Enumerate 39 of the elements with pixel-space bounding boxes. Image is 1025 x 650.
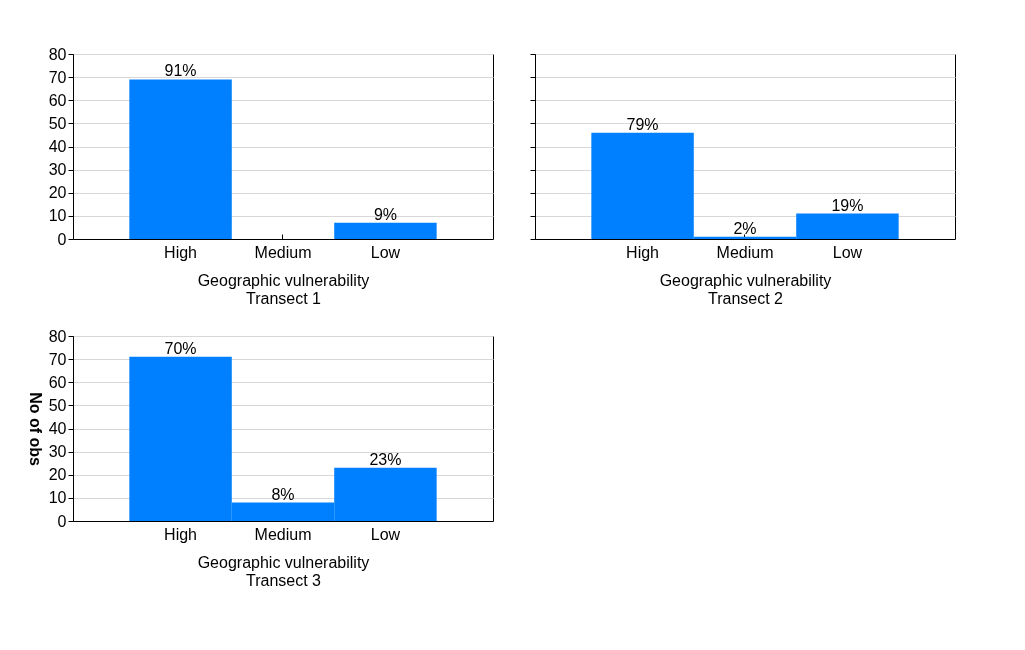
y-tick-label: 70	[48, 350, 67, 368]
x-axis-title: Geographic vulnerability Transect 2	[659, 271, 832, 307]
y-tick-label: 60	[48, 373, 67, 391]
x-tick-label: Low	[370, 243, 401, 261]
y-tick-label: 10	[48, 489, 67, 507]
x-tick-label: High	[164, 525, 198, 543]
x-tick-label: High	[626, 243, 660, 261]
annotation: 8%	[271, 485, 295, 503]
annotation: 70%	[164, 339, 197, 357]
x-tick-label: High	[164, 243, 198, 261]
annotation: 23%	[369, 450, 402, 468]
y-tick-label: 0	[57, 512, 67, 530]
y-tick-label: 10	[48, 207, 67, 225]
y-tick-label: 40	[48, 138, 67, 155]
annotation: 79%	[626, 115, 659, 133]
y-tick-label: 80	[48, 45, 67, 63]
x-axis-title: Geographic vulnerability Transect 3	[197, 553, 370, 589]
y-tick-label: 0	[57, 230, 67, 248]
annotation: 2%	[733, 219, 757, 237]
annotation: 9%	[373, 205, 397, 223]
y-tick-label: 30	[48, 443, 67, 461]
y-tick-label: 80	[48, 327, 67, 345]
annotation: 19%	[831, 196, 864, 214]
x-tick-label: Medium	[254, 243, 312, 261]
y-tick-label: 20	[48, 184, 67, 202]
y-tick-label: 30	[48, 161, 67, 179]
annotation: 91%	[164, 62, 197, 80]
y-axis-title: No of obs	[26, 392, 44, 466]
x-tick-label: Medium	[716, 243, 774, 261]
y-tick-label: 60	[48, 91, 67, 109]
x-tick-label: Low	[832, 243, 863, 261]
x-tick-label: Medium	[254, 525, 312, 543]
y-tick-label: 40	[48, 420, 67, 437]
y-tick-label: 70	[48, 68, 67, 86]
x-axis-title: Geographic vulnerability Transect 1	[197, 271, 370, 307]
y-tick-label: 50	[48, 396, 67, 414]
y-tick-label: 20	[48, 466, 67, 484]
y-tick-label: 50	[48, 114, 67, 132]
x-tick-label: Low	[370, 525, 401, 543]
